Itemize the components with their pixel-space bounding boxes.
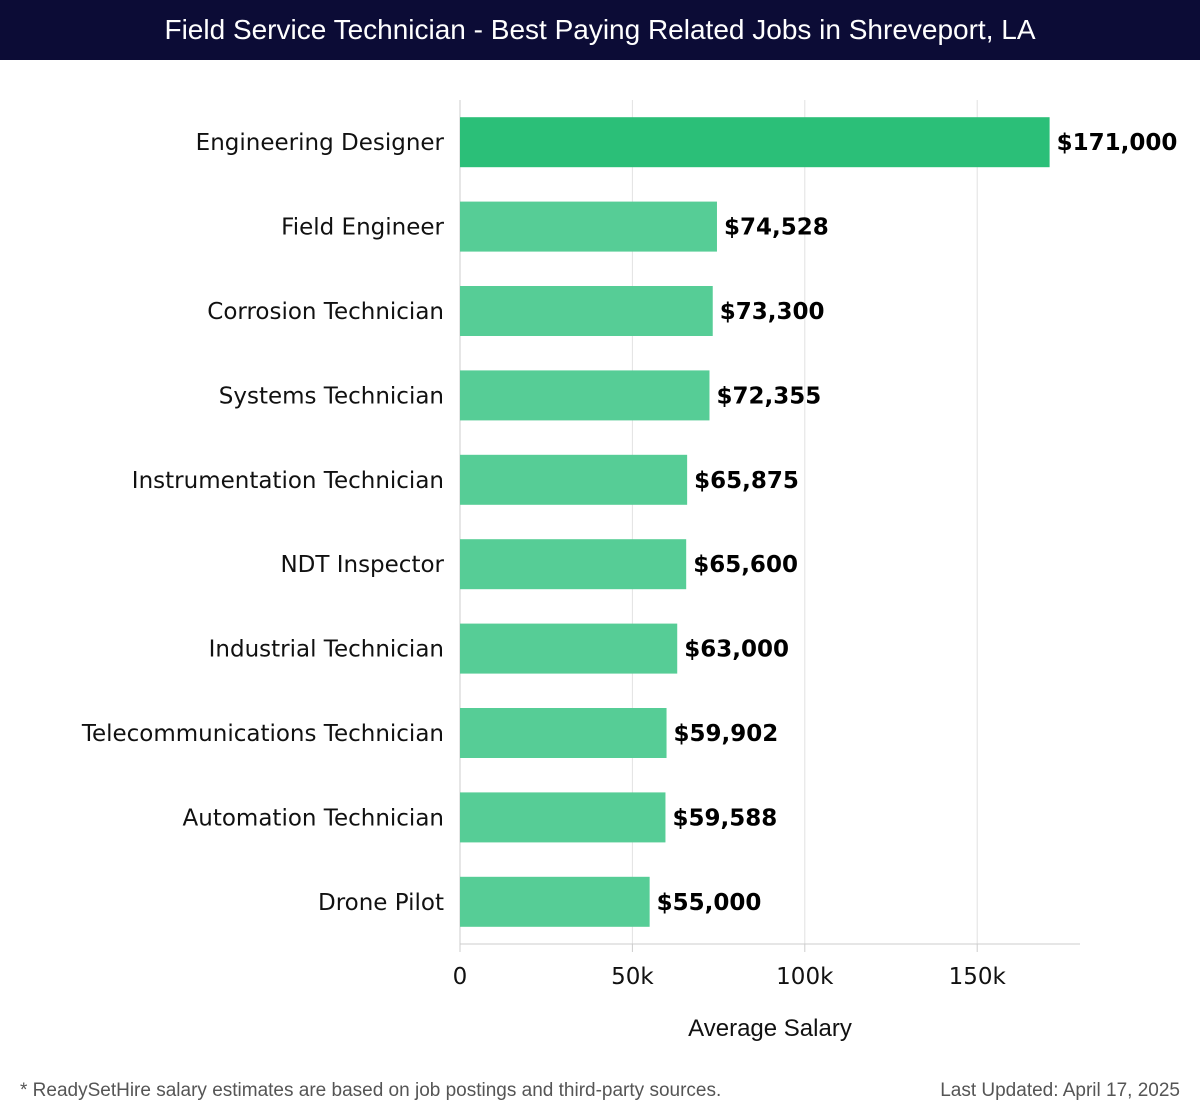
category-label: NDT Inspector bbox=[280, 552, 444, 578]
bars: Engineering Designer $171,000 Field Engine… bbox=[81, 117, 1178, 927]
x-axis-title: Average Salary bbox=[688, 1015, 852, 1042]
value-label: $72,355 bbox=[716, 383, 821, 409]
bar bbox=[460, 792, 666, 843]
x-tick-label: 0 bbox=[453, 964, 468, 990]
bar bbox=[460, 201, 717, 252]
value-label: $74,528 bbox=[724, 215, 829, 241]
category-label: Automation Technician bbox=[183, 805, 444, 831]
category-label: Engineering Designer bbox=[196, 130, 445, 156]
bar bbox=[460, 539, 687, 590]
last-updated: Last Updated: April 17, 2025 bbox=[940, 1080, 1180, 1101]
bar bbox=[460, 454, 688, 505]
bar bbox=[460, 876, 650, 927]
value-label: $59,588 bbox=[672, 805, 777, 831]
bar bbox=[460, 708, 667, 758]
value-label: $59,902 bbox=[674, 721, 779, 747]
category-label: Systems Technician bbox=[219, 383, 444, 409]
x-tick-label: 100k bbox=[776, 964, 834, 990]
chart-title-bar: Field Service Technician - Best Paying R… bbox=[0, 0, 1200, 60]
value-label: $63,000 bbox=[684, 637, 789, 663]
x-tick-label: 150k bbox=[949, 964, 1007, 990]
category-label: Instrumentation Technician bbox=[132, 468, 444, 494]
bar bbox=[460, 117, 1050, 168]
category-label: Field Engineer bbox=[281, 215, 444, 241]
bar bbox=[460, 286, 713, 336]
category-label: Industrial Technician bbox=[209, 637, 444, 663]
value-label: $171,000 bbox=[1057, 130, 1178, 156]
x-tick-label: 50k bbox=[611, 964, 654, 990]
footer-note: * ReadySetHire salary estimates are base… bbox=[20, 1080, 722, 1101]
category-label: Drone Pilot bbox=[318, 890, 444, 916]
chart-title: Field Service Technician - Best Paying R… bbox=[164, 14, 1036, 45]
bar bbox=[460, 623, 678, 674]
category-label: Telecommunications Technician bbox=[81, 721, 444, 747]
value-label: $65,600 bbox=[693, 552, 798, 578]
value-label: $55,000 bbox=[657, 890, 762, 916]
category-label: Corrosion Technician bbox=[207, 299, 444, 325]
value-label: $65,875 bbox=[694, 468, 799, 494]
x-axis: 0 50k 100k 150k bbox=[453, 943, 1080, 990]
value-label: $73,300 bbox=[720, 299, 825, 325]
bar bbox=[460, 370, 710, 421]
